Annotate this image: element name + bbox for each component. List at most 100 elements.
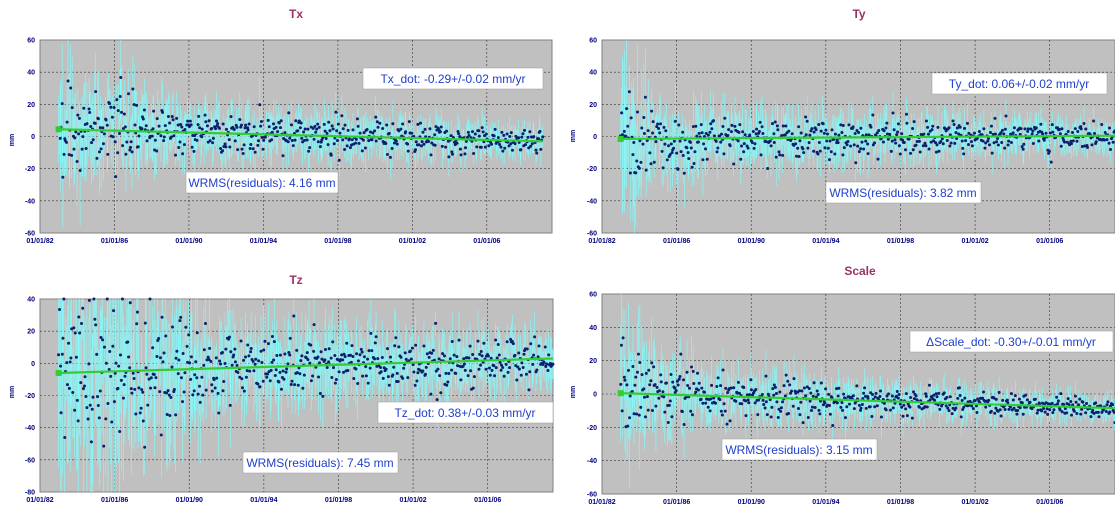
data-point (1080, 144, 1084, 148)
data-point (404, 130, 408, 134)
data-point (295, 348, 299, 352)
y-tick-label: -60 (25, 457, 35, 464)
data-point (886, 137, 890, 141)
data-point (721, 368, 725, 372)
x-tick-label: 01/01/82 (588, 238, 615, 245)
data-point (737, 391, 741, 395)
data-point (1108, 126, 1112, 130)
data-point (635, 159, 639, 163)
data-point (1057, 128, 1061, 132)
data-point (181, 152, 185, 156)
data-point (625, 383, 629, 387)
data-point (301, 386, 305, 390)
data-point (430, 351, 434, 355)
data-point (90, 141, 94, 145)
data-point (368, 130, 372, 134)
data-point (107, 367, 111, 371)
data-point (533, 335, 537, 339)
data-point (228, 403, 232, 407)
data-point (891, 111, 895, 115)
data-point (630, 390, 634, 394)
data-point (311, 374, 315, 378)
data-point (1107, 141, 1111, 145)
data-point (942, 391, 946, 395)
data-point (952, 123, 956, 127)
data-point (764, 400, 768, 404)
data-point (755, 127, 759, 131)
data-point (200, 375, 204, 379)
data-point (864, 406, 868, 410)
data-point (133, 387, 137, 391)
data-point (1061, 136, 1065, 140)
data-point (827, 392, 831, 396)
data-point (1106, 400, 1110, 404)
data-point (734, 399, 738, 403)
data-point (1100, 410, 1104, 414)
data-point (911, 390, 915, 394)
wrms-annotation: WRMS(residuals): 7.45 mm (246, 456, 393, 470)
data-point (867, 133, 871, 137)
data-point (105, 297, 109, 301)
data-point (773, 120, 777, 124)
data-point (61, 336, 65, 340)
x-tick-label: 01/01/82 (26, 497, 53, 504)
data-point (1018, 406, 1022, 410)
data-point (341, 358, 345, 362)
data-point (818, 149, 822, 153)
data-point (709, 397, 713, 401)
data-point (781, 153, 785, 157)
data-point (873, 141, 877, 145)
data-point (1026, 127, 1030, 131)
x-tick-label: 01/01/02 (399, 497, 426, 504)
data-point (157, 336, 161, 340)
data-point (765, 413, 769, 417)
data-point (120, 110, 124, 114)
data-point (797, 125, 801, 129)
data-point (450, 340, 454, 344)
data-point (910, 416, 914, 420)
data-point (904, 407, 908, 411)
data-point (437, 357, 441, 361)
data-point (998, 408, 1002, 412)
data-point (146, 403, 150, 407)
data-point (642, 115, 646, 119)
data-point (756, 398, 760, 402)
data-point (455, 141, 459, 145)
data-point (644, 168, 648, 172)
data-point (769, 415, 773, 419)
data-point (1003, 408, 1007, 412)
data-point (1086, 145, 1090, 149)
data-point (376, 125, 380, 129)
data-point (446, 380, 450, 384)
data-point (126, 340, 130, 344)
data-point (932, 139, 936, 143)
x-tick-label: 01/01/90 (176, 497, 203, 504)
data-point (766, 167, 770, 171)
data-point (361, 374, 365, 378)
data-point (937, 149, 941, 153)
data-point (413, 148, 417, 152)
data-point (1030, 132, 1034, 136)
data-point (520, 361, 524, 365)
data-point (170, 325, 174, 329)
data-point (205, 124, 209, 128)
data-point (761, 398, 765, 402)
data-point (1059, 144, 1063, 148)
data-point (846, 139, 850, 143)
data-point (145, 139, 149, 143)
data-point (308, 146, 312, 150)
data-point (835, 401, 839, 405)
data-point (373, 341, 377, 345)
data-point (288, 353, 292, 357)
data-point (1056, 402, 1060, 406)
data-point (771, 387, 775, 391)
data-point (966, 143, 970, 147)
data-point (245, 369, 249, 373)
data-point (396, 379, 400, 383)
data-point (69, 86, 73, 90)
data-point (1085, 401, 1089, 405)
data-point (230, 363, 234, 367)
wrms-annotation: WRMS(residuals): 3.82 mm (829, 186, 976, 200)
data-point (92, 297, 96, 301)
data-point (294, 119, 298, 123)
